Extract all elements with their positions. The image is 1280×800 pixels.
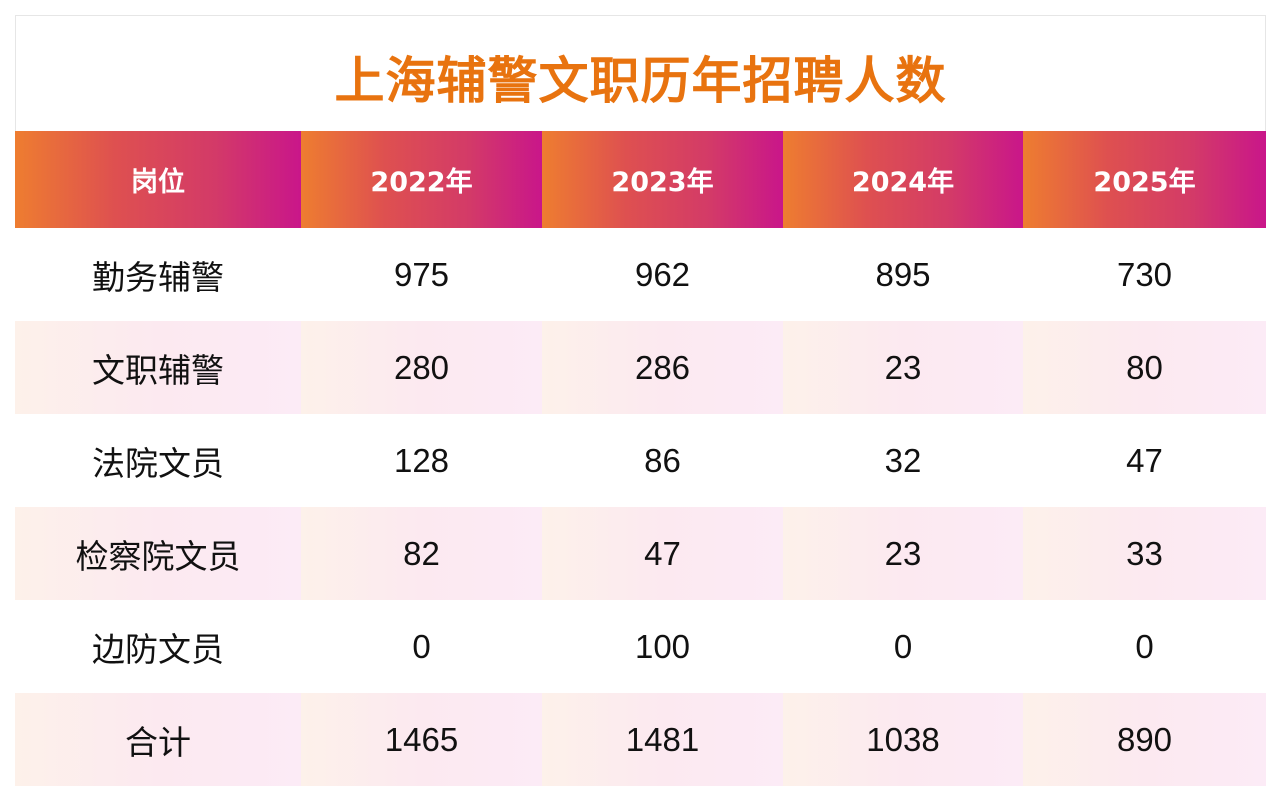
cell-2022: 82 <box>301 507 542 600</box>
cell-2025: 0 <box>1023 600 1266 693</box>
cell-2022: 128 <box>301 414 542 507</box>
table-row: 检察院文员 82 47 23 33 <box>15 507 1266 600</box>
cell-2025: 890 <box>1023 693 1266 786</box>
cell-2025: 730 <box>1023 228 1266 321</box>
header-2024: 2024年 <box>783 131 1023 228</box>
cell-2023: 47 <box>542 507 783 600</box>
header-position: 岗位 <box>15 131 301 228</box>
recruitment-table: 岗位 2022年 2023年 2024年 2025年 勤务辅警 975 962 … <box>15 131 1266 786</box>
row-label: 检察院文员 <box>15 507 301 600</box>
table-row: 边防文员 0 100 0 0 <box>15 600 1266 693</box>
cell-2023: 1481 <box>542 693 783 786</box>
cell-2022: 1465 <box>301 693 542 786</box>
row-label: 文职辅警 <box>15 321 301 414</box>
cell-2024: 895 <box>783 228 1023 321</box>
cell-2025: 47 <box>1023 414 1266 507</box>
cell-2025: 33 <box>1023 507 1266 600</box>
cell-2022: 280 <box>301 321 542 414</box>
cell-2022: 975 <box>301 228 542 321</box>
table-body: 勤务辅警 975 962 895 730 文职辅警 280 286 23 80 … <box>15 228 1266 786</box>
table-row: 勤务辅警 975 962 895 730 <box>15 228 1266 321</box>
row-label: 合计 <box>15 693 301 786</box>
cell-2022: 0 <box>301 600 542 693</box>
cell-2025: 80 <box>1023 321 1266 414</box>
recruitment-table-card: 上海辅警文职历年招聘人数 岗位 2022年 2023年 2024年 2025年 … <box>15 15 1266 786</box>
total-row: 合计 1465 1481 1038 890 <box>15 693 1266 786</box>
cell-2023: 962 <box>542 228 783 321</box>
cell-2024: 1038 <box>783 693 1023 786</box>
page-title: 上海辅警文职历年招聘人数 <box>334 51 947 110</box>
table-header: 岗位 2022年 2023年 2024年 2025年 <box>15 131 1266 228</box>
title-box: 上海辅警文职历年招聘人数 <box>15 15 1266 131</box>
header-2025: 2025年 <box>1023 131 1266 228</box>
cell-2024: 32 <box>783 414 1023 507</box>
table-row: 法院文员 128 86 32 47 <box>15 414 1266 507</box>
cell-2024: 23 <box>783 507 1023 600</box>
header-2022: 2022年 <box>301 131 542 228</box>
cell-2023: 86 <box>542 414 783 507</box>
row-label: 法院文员 <box>15 414 301 507</box>
row-label: 边防文员 <box>15 600 301 693</box>
cell-2024: 23 <box>783 321 1023 414</box>
row-label: 勤务辅警 <box>15 228 301 321</box>
cell-2024: 0 <box>783 600 1023 693</box>
header-2023: 2023年 <box>542 131 783 228</box>
cell-2023: 286 <box>542 321 783 414</box>
cell-2023: 100 <box>542 600 783 693</box>
header-row: 岗位 2022年 2023年 2024年 2025年 <box>15 131 1266 228</box>
table-row: 文职辅警 280 286 23 80 <box>15 321 1266 414</box>
